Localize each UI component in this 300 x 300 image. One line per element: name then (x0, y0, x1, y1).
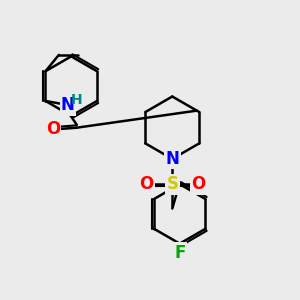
Text: O: O (46, 120, 60, 138)
Text: O: O (191, 175, 205, 193)
Text: O: O (139, 175, 154, 193)
Text: F: F (174, 244, 185, 262)
Text: N: N (61, 96, 75, 114)
Text: H: H (70, 93, 82, 107)
Text: N: N (165, 150, 179, 168)
Text: S: S (166, 175, 178, 193)
